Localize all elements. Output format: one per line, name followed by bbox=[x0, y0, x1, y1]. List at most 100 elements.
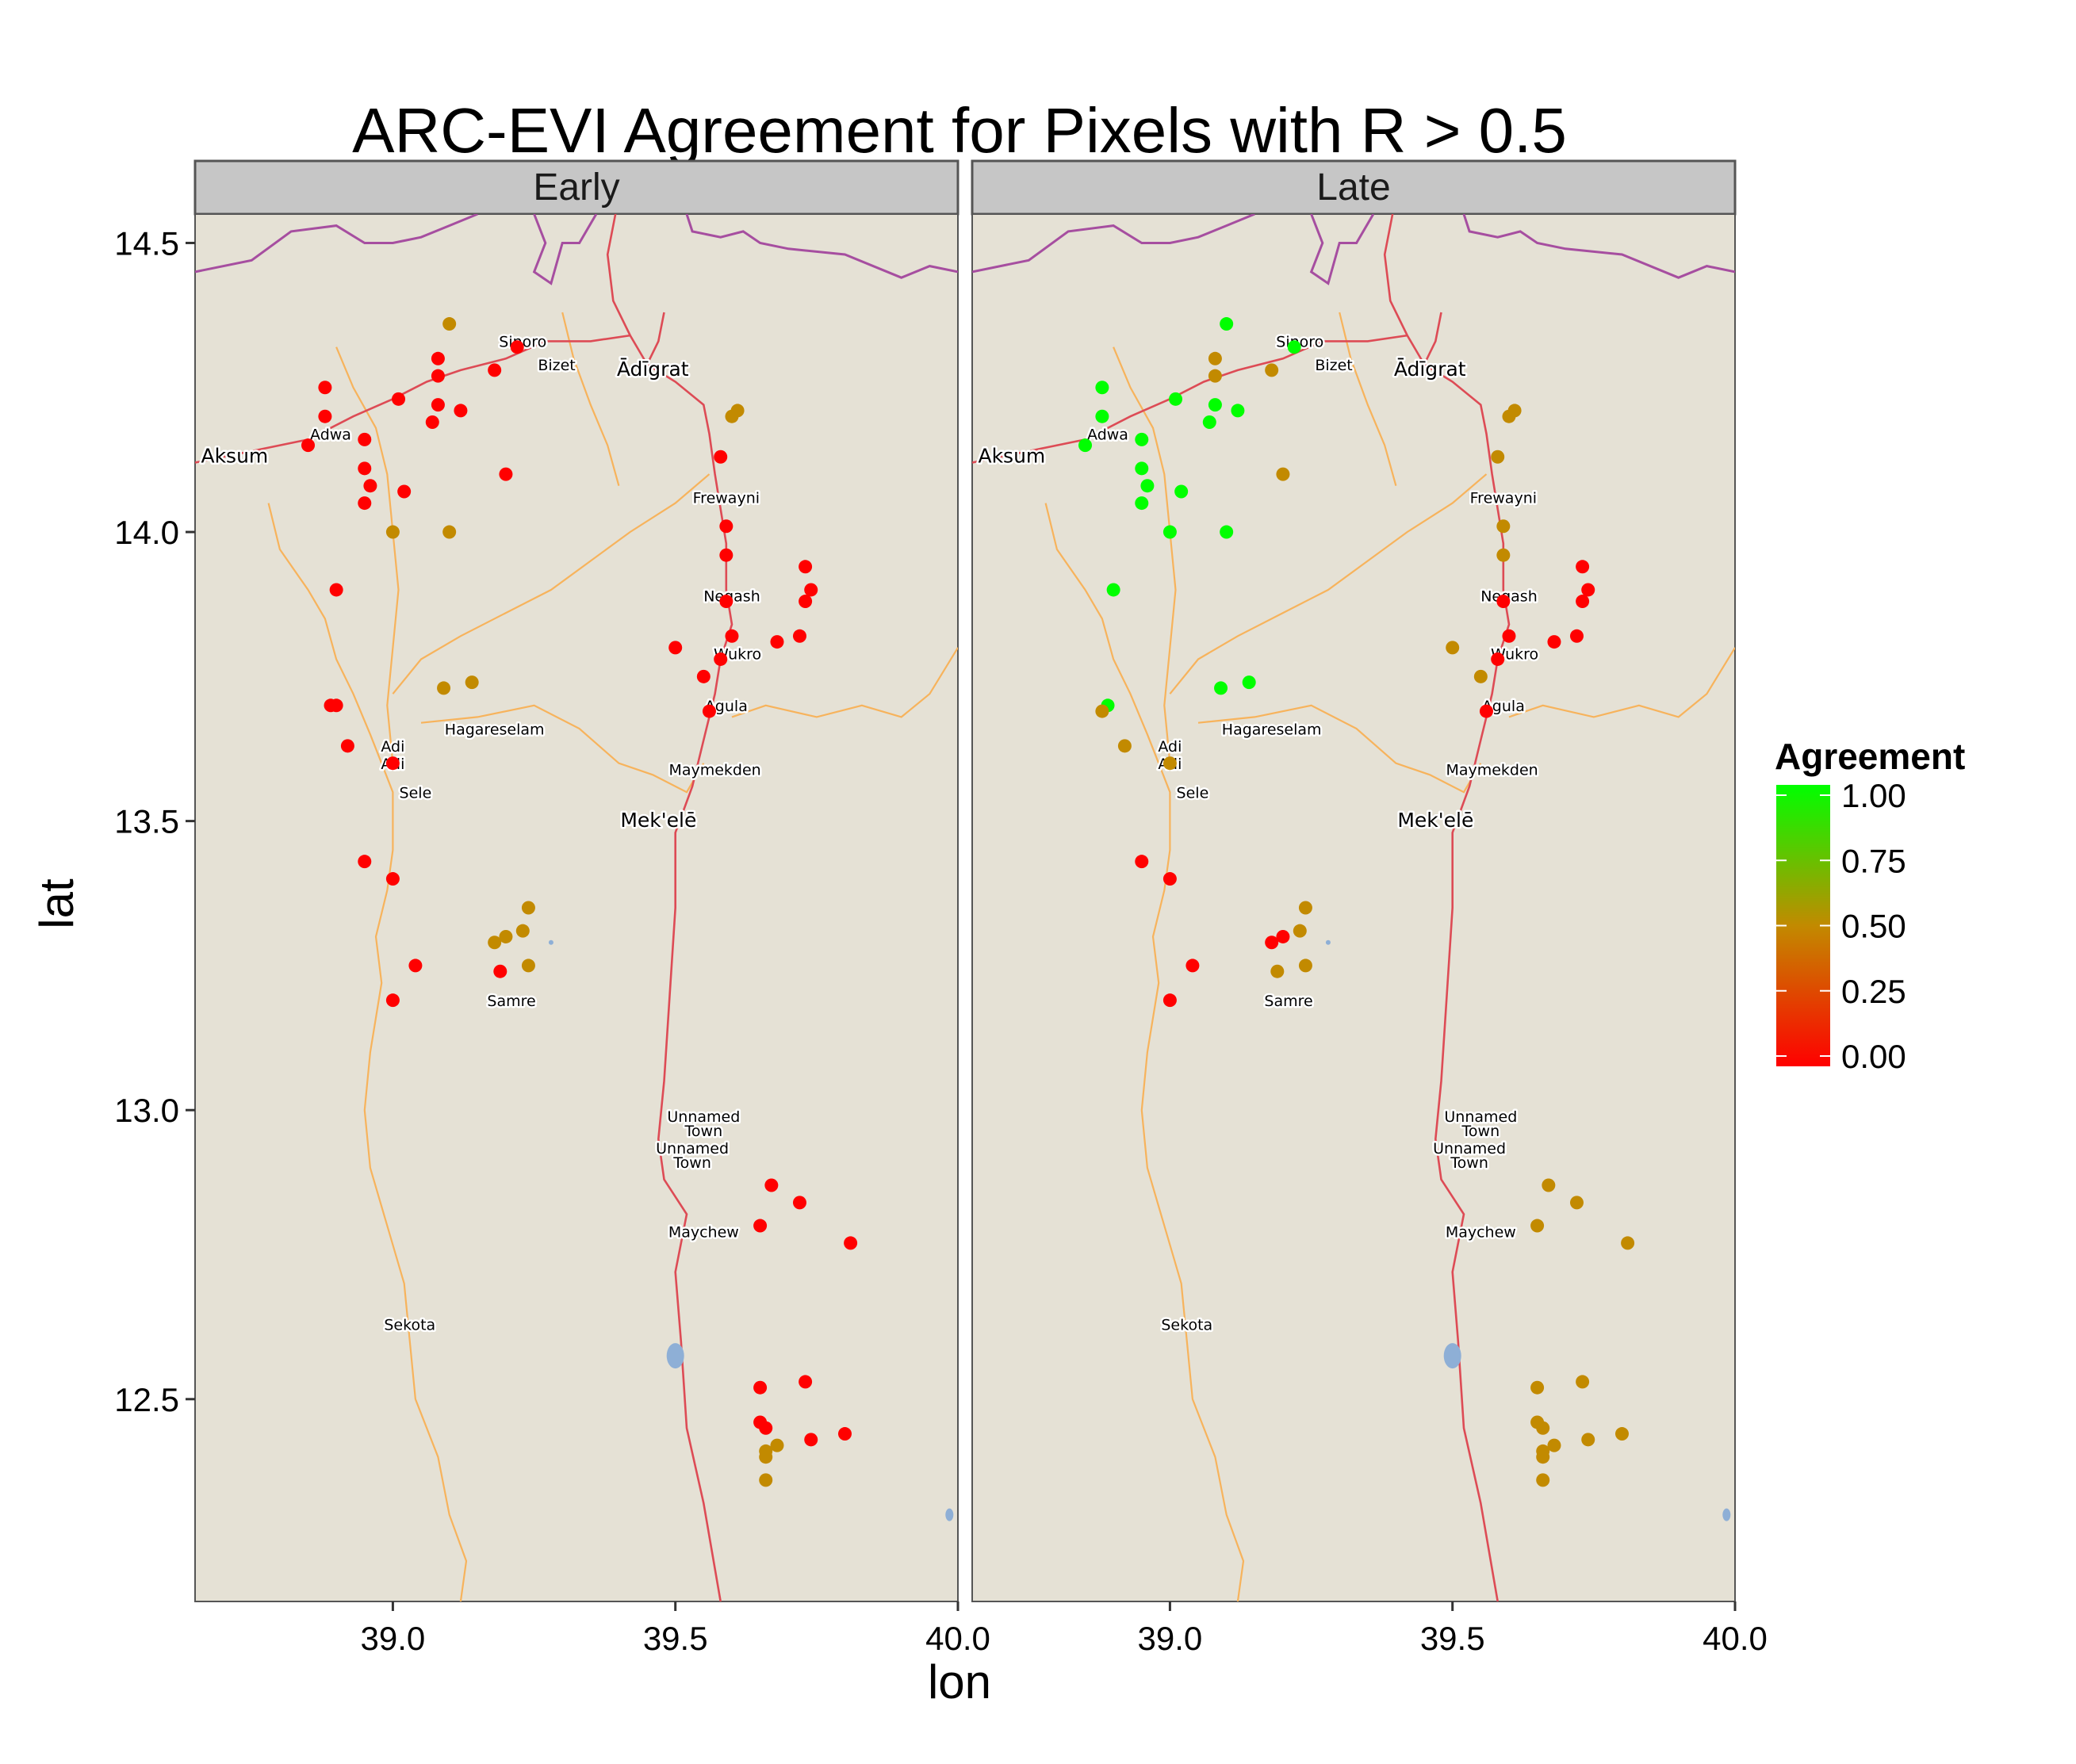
road-line bbox=[1423, 312, 1442, 365]
y-tick-label: 14.0 bbox=[114, 514, 179, 551]
facet-strip-label-late: Late bbox=[1316, 166, 1390, 209]
data-point bbox=[385, 993, 400, 1008]
road-line bbox=[972, 334, 1408, 464]
data-point bbox=[1491, 450, 1505, 464]
data-point bbox=[792, 1196, 806, 1210]
data-point bbox=[1078, 438, 1093, 453]
data-point bbox=[510, 340, 524, 354]
data-point bbox=[792, 629, 806, 643]
data-point bbox=[770, 635, 784, 649]
data-point bbox=[1231, 404, 1245, 418]
place-label: Mek'elē bbox=[620, 809, 696, 832]
data-point bbox=[1208, 351, 1222, 365]
data-point bbox=[1530, 1380, 1545, 1395]
lake bbox=[666, 1343, 684, 1369]
place-label: Maymekden bbox=[1446, 761, 1538, 779]
place-label: Mek'elē bbox=[1397, 809, 1473, 832]
river-line bbox=[267, 503, 468, 1601]
data-point bbox=[1135, 496, 1149, 511]
data-point bbox=[1446, 641, 1460, 655]
place-label: Frewayni bbox=[1470, 490, 1537, 507]
data-point bbox=[318, 381, 332, 395]
road-line bbox=[195, 334, 630, 464]
data-point bbox=[358, 855, 372, 869]
place-label: Aksum bbox=[978, 445, 1045, 468]
facet-strip-label-early: Early bbox=[533, 166, 619, 209]
data-point bbox=[1496, 548, 1511, 562]
place-label: Adwa bbox=[310, 426, 351, 443]
data-point bbox=[1208, 398, 1222, 412]
data-point bbox=[799, 560, 813, 574]
data-point bbox=[1576, 1375, 1590, 1389]
place-label: Hagareselam bbox=[1222, 721, 1322, 738]
data-point bbox=[759, 1450, 773, 1464]
data-point bbox=[431, 369, 445, 383]
data-point bbox=[1162, 872, 1177, 886]
data-point bbox=[1162, 756, 1177, 771]
place-label: Sele bbox=[400, 784, 432, 802]
data-point bbox=[1220, 525, 1234, 539]
data-point bbox=[837, 1427, 852, 1441]
data-point bbox=[488, 936, 502, 950]
x-tick-label: 39.5 bbox=[643, 1620, 708, 1657]
data-point bbox=[515, 924, 530, 938]
place-label: Town bbox=[684, 1123, 723, 1140]
x-tick-label: 39.0 bbox=[361, 1620, 426, 1657]
data-point bbox=[1287, 340, 1301, 354]
data-point bbox=[521, 959, 535, 973]
data-point bbox=[358, 461, 372, 476]
data-point bbox=[1502, 409, 1516, 423]
x-tick-label: 39.0 bbox=[1138, 1620, 1203, 1657]
data-point bbox=[1569, 1196, 1584, 1210]
data-point bbox=[1270, 964, 1285, 978]
data-point bbox=[1473, 669, 1488, 683]
data-point bbox=[719, 548, 733, 562]
place-label: Negash bbox=[1480, 588, 1538, 606]
y-tick-label: 13.0 bbox=[114, 1092, 179, 1129]
data-point bbox=[1536, 1421, 1550, 1435]
data-point bbox=[454, 404, 468, 418]
data-point bbox=[1276, 929, 1290, 943]
place-label: Sekota bbox=[384, 1316, 435, 1334]
data-point bbox=[759, 1421, 773, 1435]
data-point bbox=[725, 409, 739, 423]
data-point bbox=[1576, 595, 1590, 609]
data-point bbox=[329, 698, 343, 713]
data-point bbox=[719, 595, 733, 609]
place-label: Unnamed bbox=[667, 1108, 740, 1126]
legend-tick-label: 0.50 bbox=[1841, 908, 1906, 945]
place-label: Ādīgrat bbox=[617, 358, 689, 381]
data-point bbox=[301, 438, 316, 453]
place-label: Ādīgrat bbox=[1394, 358, 1466, 381]
legend-tick-label: 0.75 bbox=[1841, 842, 1906, 879]
chart-title: ARC-EVI Agreement for Pixels with R > 0.… bbox=[352, 95, 1567, 166]
river-line bbox=[420, 704, 705, 794]
place-label: Samre bbox=[1264, 993, 1312, 1010]
data-point bbox=[1214, 681, 1228, 695]
data-point bbox=[358, 432, 372, 446]
data-point bbox=[431, 398, 445, 412]
data-point bbox=[1169, 392, 1183, 406]
data-point bbox=[499, 467, 513, 481]
data-point bbox=[1276, 467, 1290, 481]
legend-tick-label: 0.25 bbox=[1841, 973, 1906, 1010]
data-point bbox=[753, 1219, 768, 1233]
data-point bbox=[488, 363, 502, 377]
facet-strip-early bbox=[193, 159, 959, 216]
data-point bbox=[1298, 959, 1312, 973]
place-label: Bizet bbox=[538, 357, 575, 374]
data-point bbox=[1135, 461, 1149, 476]
axes: 39.0 39.5 40.0 39.0 39.5 40.0 12.5 13.0 13.5 14.0… bbox=[114, 224, 1768, 1657]
x-axis-title: lon bbox=[928, 1655, 991, 1709]
place-label: Adwa bbox=[1087, 426, 1128, 443]
data-point bbox=[719, 519, 733, 534]
place-label: Adi bbox=[1158, 738, 1182, 756]
data-point bbox=[1491, 652, 1505, 666]
data-point bbox=[1614, 1427, 1629, 1441]
place-label: Maychew bbox=[668, 1224, 739, 1242]
x-tick-label: 39.5 bbox=[1420, 1620, 1485, 1657]
legend-ticks: 1.00 0.75 0.50 0.25 0.00 bbox=[1776, 777, 1906, 1075]
